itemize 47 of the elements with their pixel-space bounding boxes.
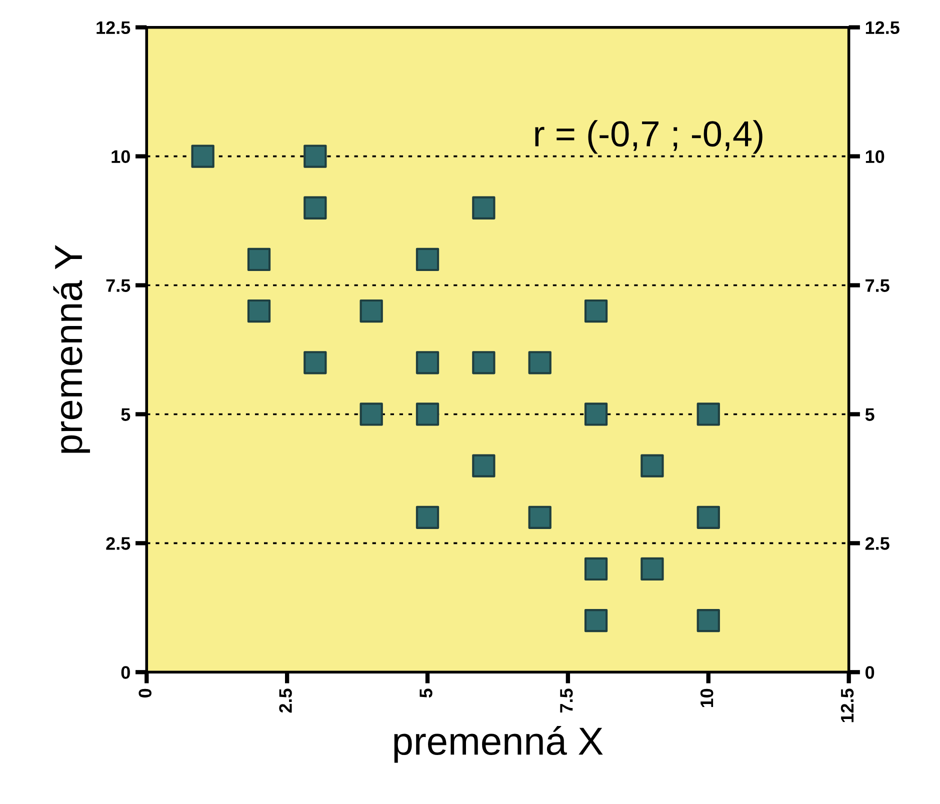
point [584, 557, 608, 581]
point [360, 402, 383, 426]
point [528, 506, 552, 529]
point [640, 454, 664, 478]
x-tick-label: 0 [138, 688, 152, 698]
point [304, 196, 327, 220]
point [191, 144, 214, 168]
point [696, 402, 720, 426]
point [584, 608, 608, 632]
x-axis-title: premenná X [394, 726, 603, 763]
point [472, 196, 496, 220]
y-tick-label: 7.5 [106, 279, 130, 292]
y2-tick-label: 5 [865, 408, 874, 421]
x-tick-label: 12.5 [840, 688, 854, 722]
point [640, 557, 664, 581]
y2-tick-label: 10 [866, 150, 884, 164]
x-tick-label: 2.5 [279, 688, 292, 713]
point [696, 608, 720, 632]
point [304, 144, 327, 168]
y-tick-label: 5 [121, 408, 130, 421]
point [416, 506, 440, 529]
point [416, 402, 440, 426]
y2-tick-label: 2.5 [865, 537, 890, 550]
y2-tick-label: 12.5 [866, 21, 900, 34]
point [416, 351, 440, 374]
y-tick-label: 0 [121, 666, 130, 679]
annotation: r = (-0,7 ; -0,4) [535, 120, 762, 154]
x-tick-label: 7.5 [560, 688, 573, 712]
y2-tick-label: 0 [866, 666, 874, 679]
point [472, 351, 496, 374]
y-tick-label: 2.5 [106, 537, 130, 550]
point [528, 351, 552, 374]
x-tick-label: 5 [420, 688, 432, 698]
y2-tick-label: 7.5 [866, 279, 890, 292]
point [696, 506, 720, 529]
point [472, 454, 496, 478]
point [584, 402, 608, 426]
y-tick-label: 12.5 [96, 21, 130, 34]
point [360, 299, 383, 323]
point [304, 351, 327, 374]
point [584, 299, 608, 323]
y-axis-title: premenná Y [53, 245, 90, 453]
point [247, 299, 271, 323]
y-tick-label: 10 [112, 150, 130, 164]
point [247, 248, 271, 272]
point [416, 248, 440, 272]
x-tick-label: 10 [700, 688, 714, 708]
